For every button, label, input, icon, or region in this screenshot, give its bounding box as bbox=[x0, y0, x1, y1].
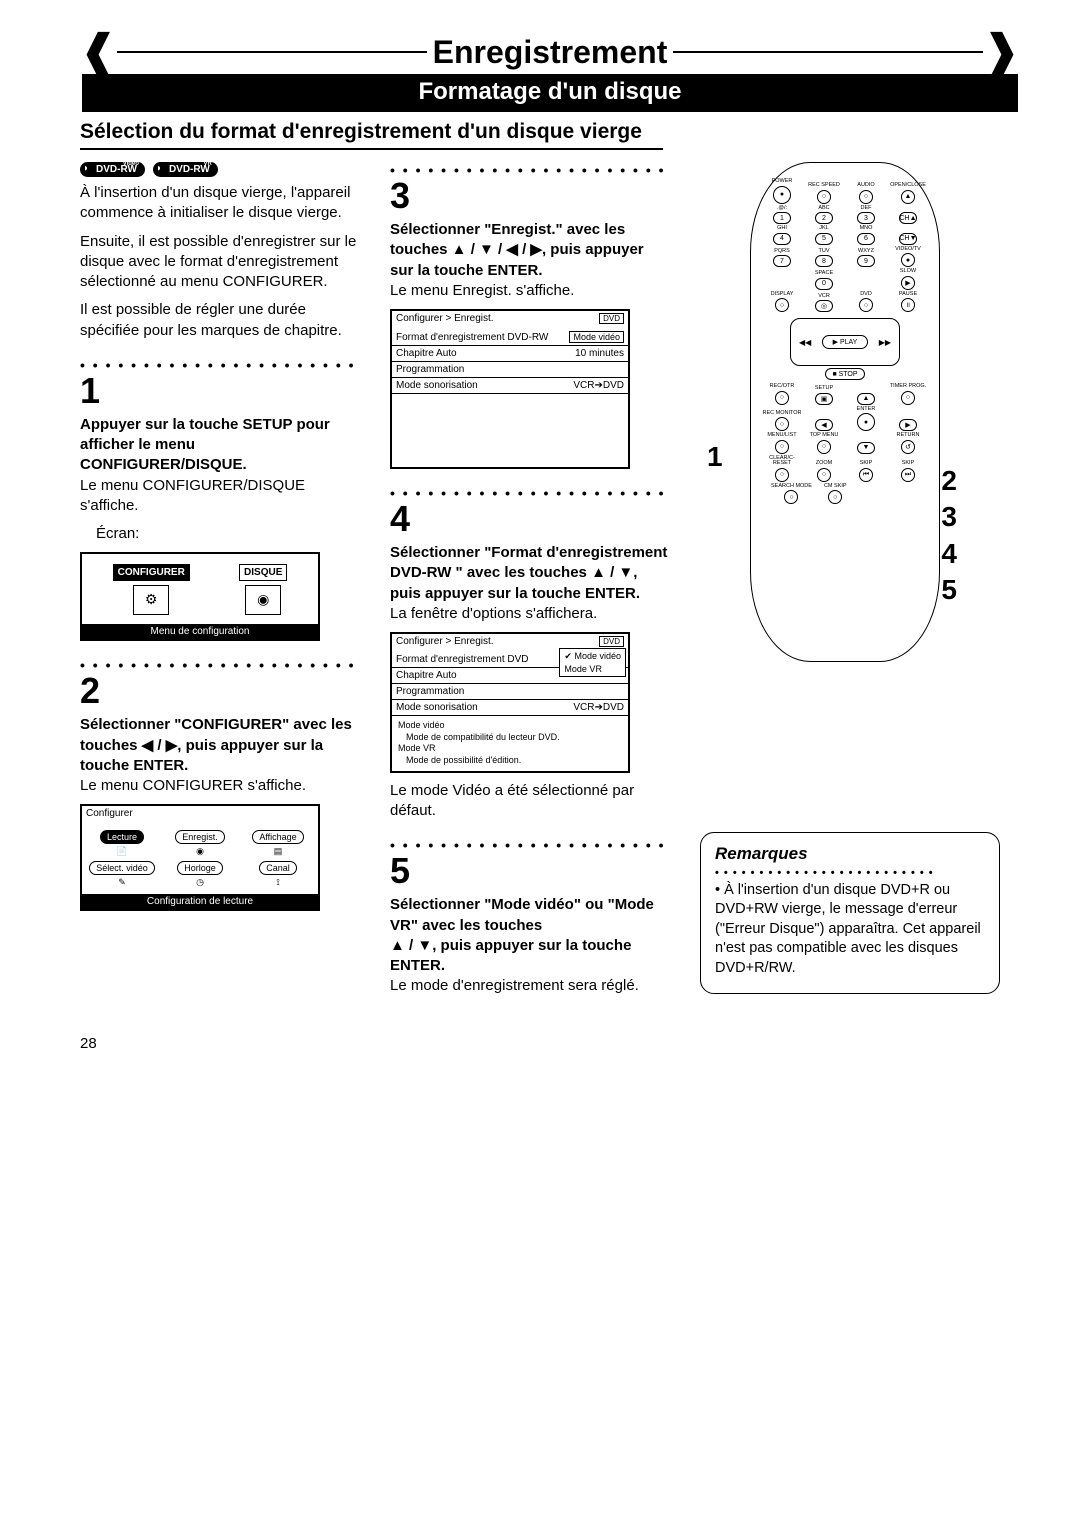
screen1-tab-disque: DISQUE bbox=[239, 564, 287, 581]
screen4-popup: Mode vidéo Mode VR bbox=[559, 648, 626, 677]
page-title: Enregistrement bbox=[427, 34, 674, 71]
badge-dvdrw-video: Video DVD-RW bbox=[80, 162, 145, 177]
step2-body: Le menu CONFIGURER s'affiche. bbox=[80, 776, 360, 796]
screen4-note: Mode vidéo Mode de compatibilité du lect… bbox=[392, 716, 628, 771]
remote-play-pad: ◀◀ ▶ PLAY ▶▶ bbox=[790, 318, 900, 366]
screen3-crumb: Configurer > Enregist. bbox=[396, 313, 494, 324]
dotted-rule: • • • • • • • • • • • • • • • • • • • • … bbox=[715, 866, 985, 881]
dotted-rule: • • • • • • • • • • • • • • • • • • • • … bbox=[390, 837, 670, 853]
step5-body: Le mode d'enregistrement sera réglé. bbox=[390, 976, 670, 996]
remote-stop: ■ STOP bbox=[825, 368, 865, 380]
step3-number: 3 bbox=[390, 178, 670, 214]
step1-screen: CONFIGURER ⚙ DISQUE ◉ Menu de configurat… bbox=[80, 552, 320, 641]
step2-number: 2 bbox=[80, 673, 360, 709]
screen3-table: Format d'enregistrement DVD-RWMode vidéo… bbox=[392, 329, 628, 394]
section-title: Sélection du format d'enregistrement d'u… bbox=[80, 120, 663, 150]
screen3-tag: DVD bbox=[599, 313, 624, 324]
column-left: Video DVD-RW VR DVD-RW À l'insertion d'u… bbox=[80, 162, 360, 919]
screen1-icon-configurer: ⚙ bbox=[133, 585, 169, 615]
step4-head: Sélectionner "Format d'enregistrement DV… bbox=[390, 543, 670, 604]
step5-number: 5 bbox=[390, 853, 670, 889]
badge-dvdrw-vr: VR DVD-RW bbox=[153, 162, 218, 177]
step3-head: Sélectionner "Enregist." avec les touche… bbox=[390, 220, 670, 281]
notes-box: Remarques • • • • • • • • • • • • • • • … bbox=[700, 832, 1000, 994]
step1-caption: Écran: bbox=[80, 524, 360, 544]
screen1-icon-disque: ◉ bbox=[245, 585, 281, 615]
step1-body: Le menu CONFIGURER/DISQUE s'affiche. bbox=[80, 476, 360, 517]
step4-body: La fenêtre d'options s'affichera. bbox=[390, 604, 670, 624]
badge-row: Video DVD-RW VR DVD-RW bbox=[80, 162, 360, 177]
screen2-crumb: Configurer bbox=[86, 808, 133, 819]
screen2-footer: Configuration de lecture bbox=[82, 894, 318, 909]
screen2-grid: Lecture📄 Enregist.◉ Affichage▤ Sélect. v… bbox=[82, 824, 318, 894]
intro-p2: Ensuite, il est possible d'enregistrer s… bbox=[80, 232, 360, 293]
step2-screen: Configurer Lecture📄 Enregist.◉ Affichage… bbox=[80, 804, 320, 911]
step4-number: 4 bbox=[390, 501, 670, 537]
dotted-rule: • • • • • • • • • • • • • • • • • • • • … bbox=[390, 162, 670, 178]
dotted-rule: • • • • • • • • • • • • • • • • • • • • … bbox=[80, 357, 360, 373]
intro-p3: Il est possible de régler une durée spéc… bbox=[80, 300, 360, 341]
screen1-footer: Menu de configuration bbox=[82, 624, 318, 639]
column-mid: • • • • • • • • • • • • • • • • • • • • … bbox=[390, 162, 670, 1005]
step2-head: Sélectionner "CONFIGURER" avec les touch… bbox=[80, 715, 360, 776]
screen1-tab-configurer: CONFIGURER bbox=[113, 564, 190, 581]
step1-number: 1 bbox=[80, 373, 360, 409]
step4-screen: Configurer > Enregist. DVD Format d'enre… bbox=[390, 632, 630, 773]
step5-head1: Sélectionner "Mode vidéo" ou "Mode VR" a… bbox=[390, 895, 670, 936]
remote-pointer-1: 1 bbox=[707, 441, 723, 473]
remote-side-numbers: 2 3 4 5 bbox=[941, 463, 957, 609]
step3-screen: Configurer > Enregist. DVD Format d'enre… bbox=[390, 309, 630, 469]
step1-head: Appuyer sur la touche SETUP pour affiche… bbox=[80, 415, 360, 476]
header: ❰ Enregistrement ❱ Formatage d'un disque bbox=[80, 30, 1020, 112]
step5-head2: ▲ / ▼, puis appuyer sur la touche ENTER. bbox=[390, 936, 670, 977]
step3-body: Le menu Enregist. s'affiche. bbox=[390, 281, 670, 301]
step4-after: Le mode Vidéo a été sélectionné par défa… bbox=[390, 781, 670, 822]
page-number: 28 bbox=[80, 1035, 1020, 1052]
dotted-rule: • • • • • • • • • • • • • • • • • • • • … bbox=[80, 657, 360, 673]
remote-diagram: 1 2 3 4 5 POWER● REC SPEED○ AUDIO○ OPEN/… bbox=[750, 162, 940, 662]
bracket-left: ❰ bbox=[80, 30, 117, 74]
page-subtitle: Formatage d'un disque bbox=[82, 74, 1018, 112]
bracket-right: ❱ bbox=[983, 30, 1020, 74]
dotted-rule: • • • • • • • • • • • • • • • • • • • • … bbox=[390, 485, 670, 501]
intro-p1: À l'insertion d'un disque vierge, l'appa… bbox=[80, 183, 360, 224]
screen4-crumb: Configurer > Enregist. bbox=[396, 636, 494, 647]
screen4-tag: DVD bbox=[599, 636, 624, 647]
column-right: 1 2 3 4 5 POWER● REC SPEED○ AUDIO○ OPEN/… bbox=[700, 162, 1000, 994]
notes-body: • À l'insertion d'un disque DVD+R ou DVD… bbox=[715, 881, 985, 979]
notes-title: Remarques bbox=[715, 843, 985, 866]
